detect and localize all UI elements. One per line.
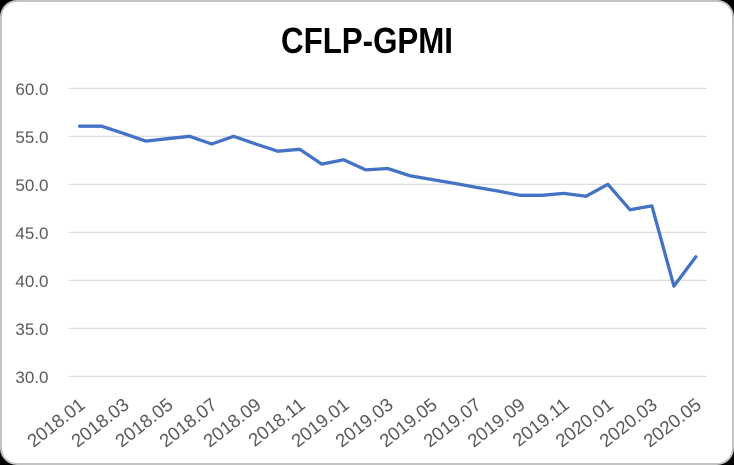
svg-text:45.0: 45.0 [15, 224, 48, 243]
svg-text:CFLP-GPMI: CFLP-GPMI [281, 20, 453, 61]
svg-text:50.0: 50.0 [15, 176, 48, 195]
svg-text:30.0: 30.0 [15, 368, 48, 387]
svg-text:35.0: 35.0 [15, 320, 48, 339]
svg-text:60.0: 60.0 [15, 80, 48, 99]
svg-text:40.0: 40.0 [15, 272, 48, 291]
svg-text:55.0: 55.0 [15, 128, 48, 147]
